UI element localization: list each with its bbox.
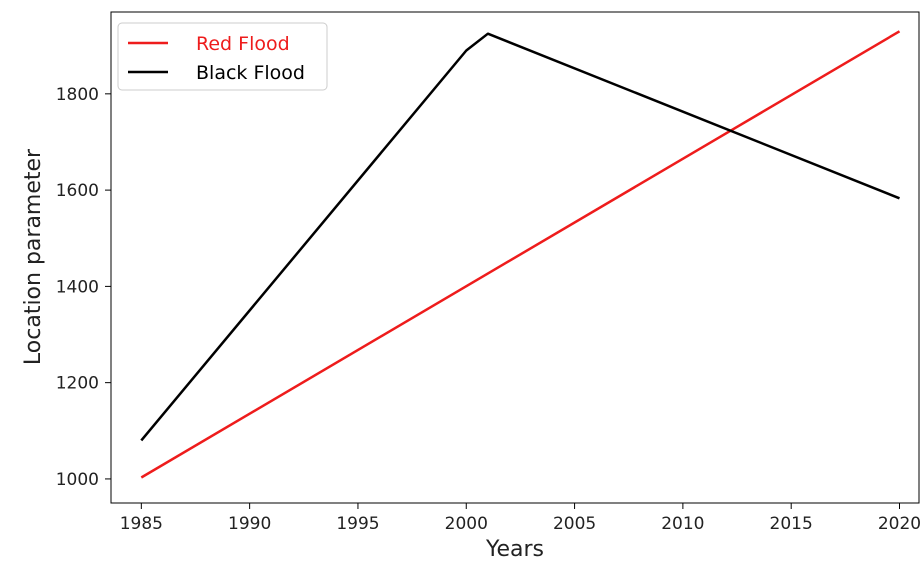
x-tick-label: 2005 (553, 514, 596, 534)
x-tick-label: 1995 (336, 514, 379, 534)
x-axis-label: Years (485, 537, 544, 562)
x-tick-label: 2015 (770, 514, 813, 534)
series-line-1 (140, 32, 900, 442)
legend: Red Flood Black Flood (117, 22, 328, 91)
x-tick-label: 2010 (661, 514, 704, 534)
x-tick-label: 1990 (228, 514, 271, 534)
legend-box (117, 22, 328, 91)
x-axis: 1985 1990 1995 2000 2005 2010 2015 2020 (120, 503, 921, 534)
legend-items: Red Flood Black Flood (128, 33, 305, 84)
x-tick-label: 2000 (445, 514, 488, 534)
y-tick-label: 1600 (56, 181, 99, 201)
marks-layer (140, 30, 901, 479)
y-axis: 1000 1200 1400 1600 1800 (56, 85, 111, 490)
y-tick-label: 1000 (56, 470, 99, 490)
y-tick-label: 1400 (56, 277, 99, 297)
y-tick-label: 1800 (56, 85, 99, 105)
y-axis-label: Location parameter (21, 148, 46, 365)
x-tick-label: 2020 (878, 514, 921, 534)
y-tick-label: 1200 (56, 374, 99, 394)
x-tick-label: 1985 (120, 514, 163, 534)
legend-label-0: Red Flood (196, 33, 290, 55)
series-line-0 (140, 30, 901, 479)
plot-frame (110, 11, 920, 504)
legend-label-1: Black Flood (196, 62, 305, 84)
